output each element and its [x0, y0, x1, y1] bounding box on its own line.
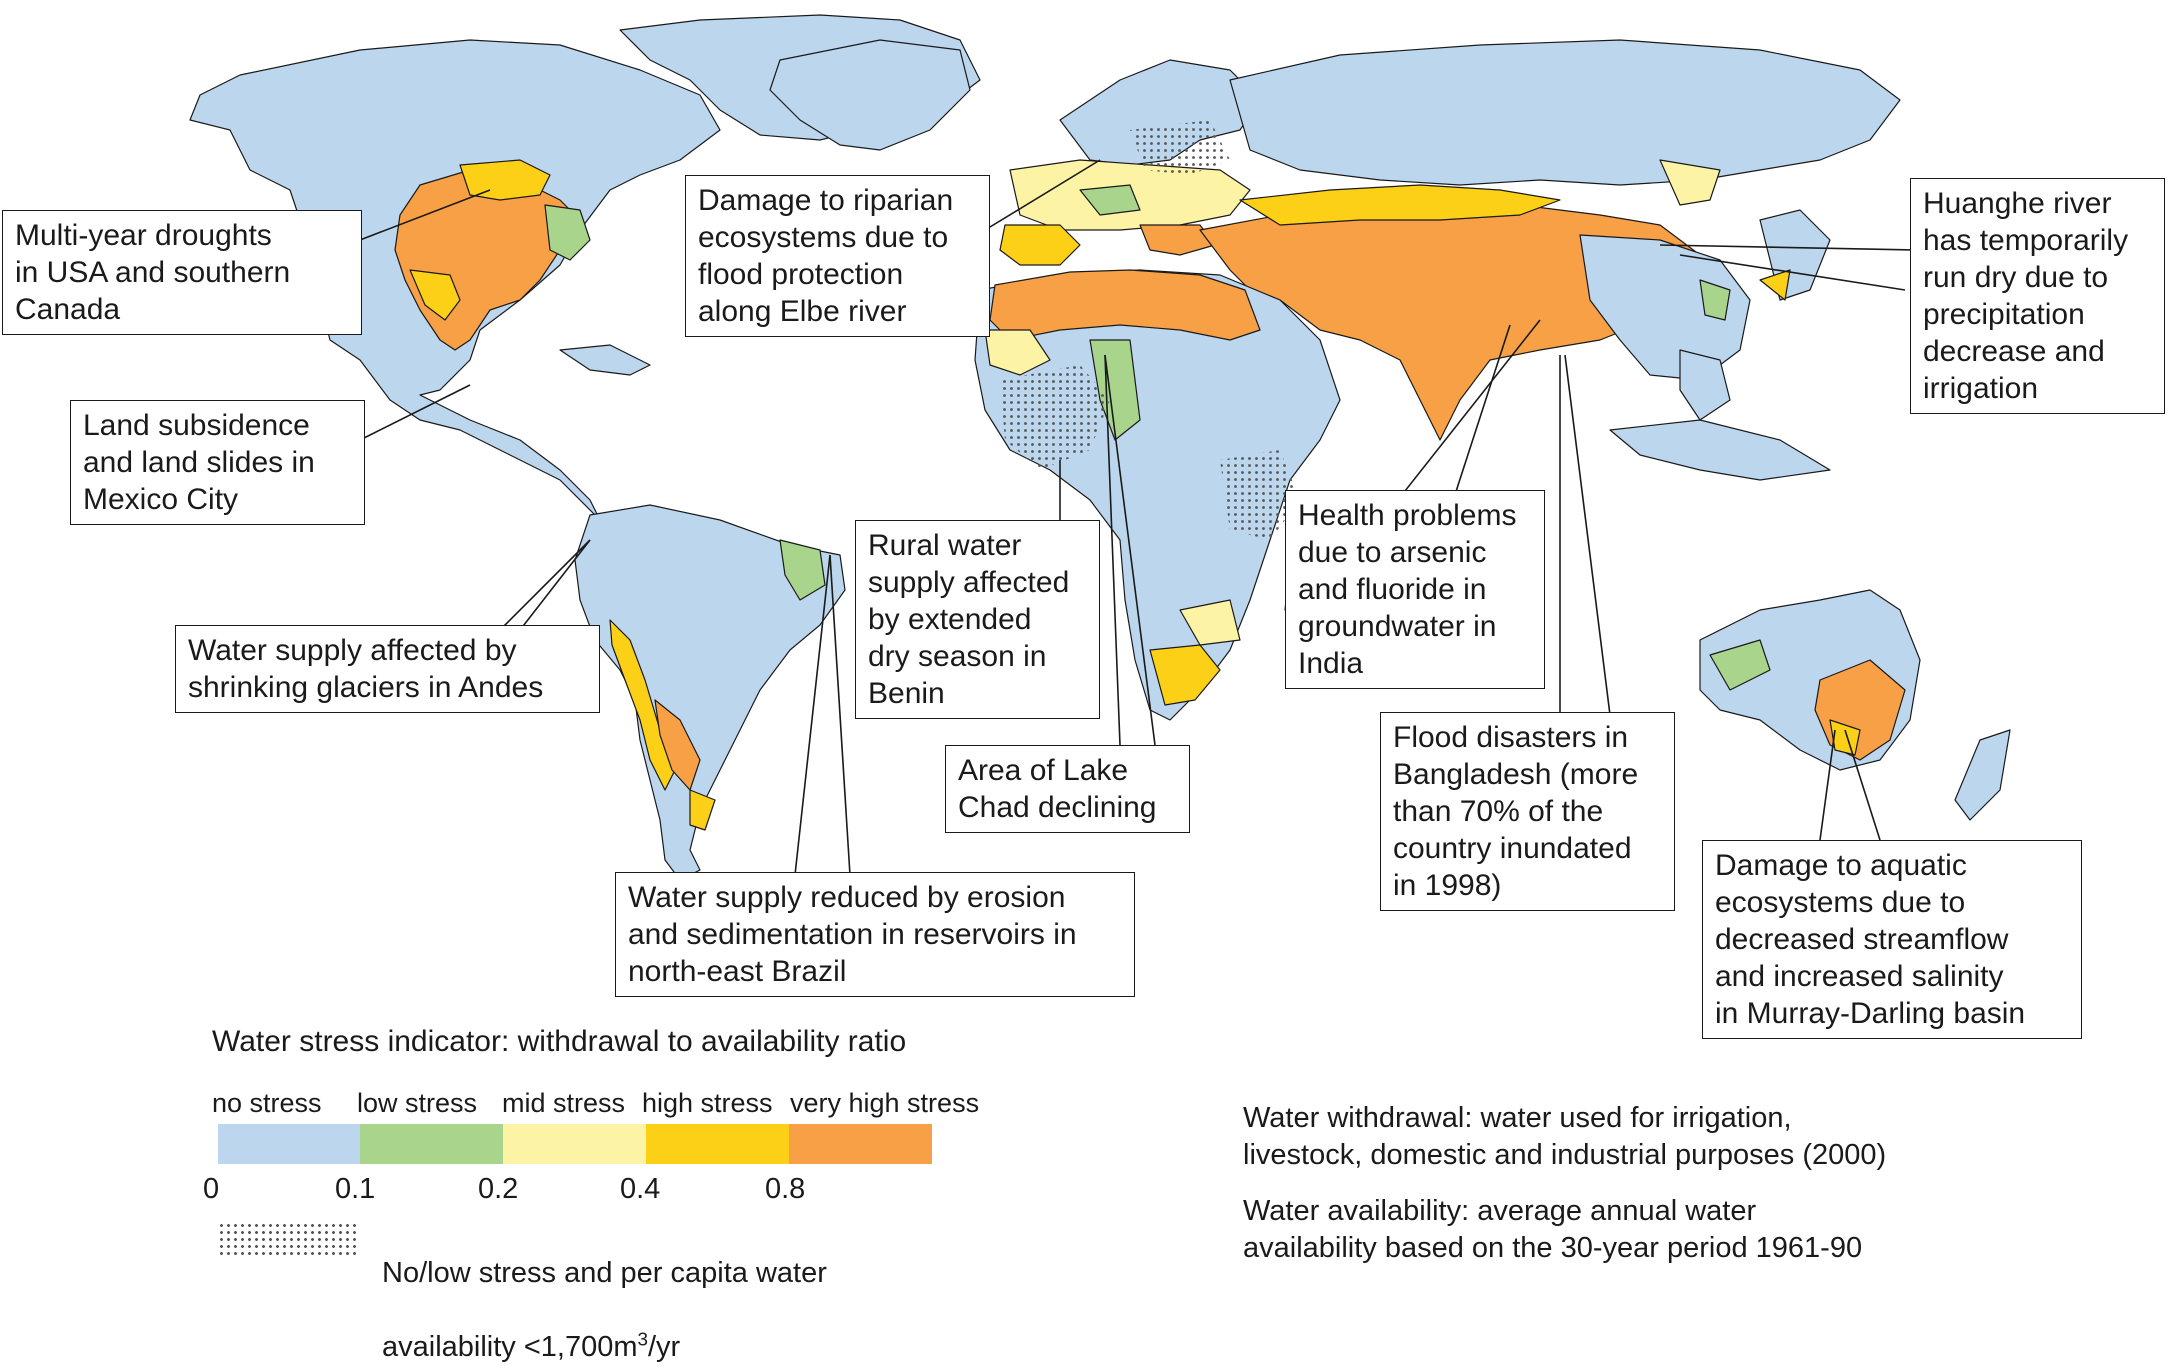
land-region-38 [1954, 729, 2011, 821]
callout-benin: Rural water supply affected by extended … [855, 520, 1100, 719]
callout-india: Health problems due to arsenic and fluor… [1285, 490, 1545, 689]
legend-stipple-label-line2: availability <1,700m [382, 1331, 638, 1363]
legend-tick-0-1: 0.1 [335, 1173, 376, 1205]
greenland [769, 39, 971, 151]
callout-elbe: Damage to riparian ecosystems due to flo… [685, 175, 990, 337]
note-water-availability: Water availability: average annual water… [1243, 1195, 1863, 1264]
legend-tick-0-4: 0.4 [620, 1173, 661, 1205]
land-region-17 [1229, 39, 1901, 186]
legend-tick-0-2: 0.2 [478, 1173, 519, 1205]
legend-cat-very-high-stress: very high stress [790, 1088, 980, 1118]
callout-andes: Water supply affected by shrinking glaci… [175, 625, 600, 713]
legend-tick-0-8: 0.8 [765, 1173, 806, 1205]
legend-swatch-high-stress [646, 1124, 789, 1164]
land-region-3 [544, 204, 591, 261]
land-region-29 [984, 329, 1051, 376]
callout-brazil: Water supply reduced by erosion and sedi… [615, 872, 1135, 997]
land-region-16 [1139, 224, 1216, 256]
land-region-4 [409, 269, 461, 321]
land-region-14 [999, 224, 1081, 266]
callout-lake-chad: Area of Lake Chad declining [945, 745, 1190, 833]
callout-huanghe: Huanghe river has temporarily run dry du… [1910, 178, 2165, 414]
legend-cat-mid-stress: mid stress [502, 1088, 626, 1118]
australia [1699, 589, 2011, 821]
legend-cat-no-stress: no stress [212, 1088, 322, 1118]
legend-stipple-swatch [218, 1222, 360, 1258]
land-region-30 [1149, 644, 1221, 706]
callout-murray-darling: Damage to aquatic ecosystems due to decr… [1702, 840, 2082, 1039]
land-region-8 [609, 619, 676, 791]
land-region-19 [1239, 184, 1561, 226]
legend-stipple-label-sup: 3 [637, 1328, 648, 1350]
legend-tick-0: 0 [203, 1173, 220, 1205]
world-water-stress-map [189, 14, 2011, 881]
legend-swatch-very-high-stress [789, 1124, 932, 1164]
callout-mexico-city: Land subsidence and land slides in Mexic… [70, 400, 365, 525]
note-water-withdrawal: Water withdrawal: water used for irrigat… [1243, 1102, 1887, 1171]
land-region-6 [559, 344, 651, 376]
legend-stipple-label-suffix: /yr [648, 1331, 681, 1363]
legend-cat-low-stress: low stress [357, 1088, 478, 1118]
callout-usa-droughts: Multi-year droughts in USA and southern … [2, 210, 362, 335]
land-region-25 [1609, 419, 1831, 481]
land-region-11 [689, 789, 716, 831]
legend-swatch-low-stress [360, 1124, 503, 1164]
legend-stipple-label-line1: No/low stress and per capita water [382, 1257, 827, 1289]
land-region-24 [1759, 269, 1791, 301]
legend-swatch-no-stress [218, 1124, 360, 1164]
legend-swatch-mid-stress [503, 1124, 646, 1164]
stipple-europe [1130, 120, 1230, 175]
stipple-west-africa [1000, 365, 1110, 470]
land-region-31 [1179, 599, 1241, 646]
stipple-east-africa [1220, 450, 1300, 540]
callout-bangladesh: Flood disasters in Bangladesh (more than… [1380, 712, 1675, 911]
legend-title: Water stress indicator: withdrawal to av… [212, 1025, 907, 1058]
land-region-22 [1659, 159, 1721, 206]
legend-stipple-label: No/low stress and per capita water avail… [382, 1218, 827, 1366]
land-region-37 [1709, 639, 1771, 691]
south-america [574, 504, 846, 881]
legend-cat-high-stress: high stress [642, 1088, 773, 1118]
land-region-26 [1679, 349, 1731, 421]
